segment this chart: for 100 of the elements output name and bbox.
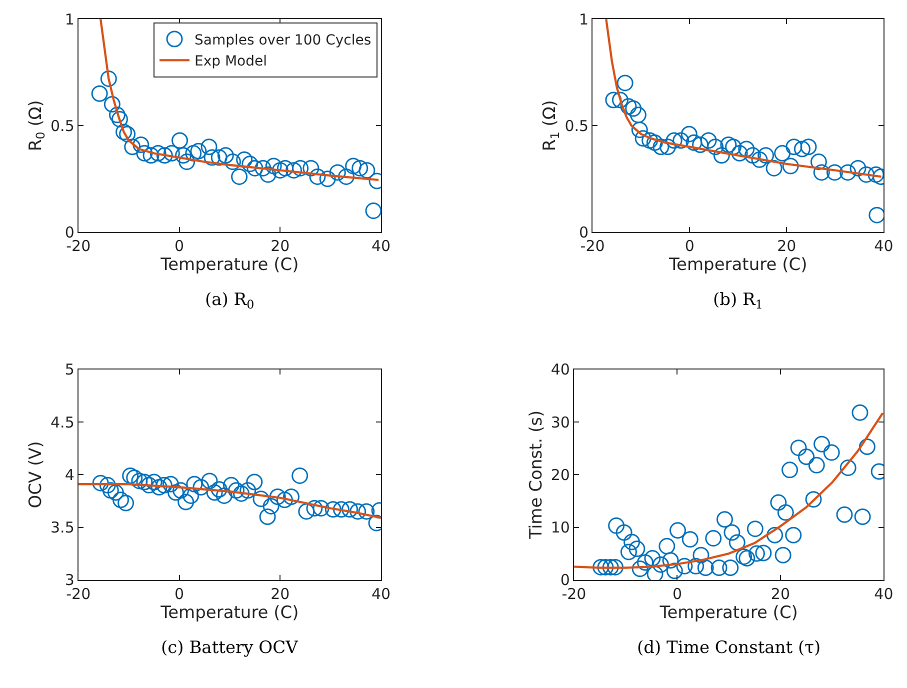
point — [272, 162, 288, 179]
point — [666, 562, 683, 580]
point — [854, 508, 871, 525]
point — [602, 558, 619, 576]
point — [231, 168, 248, 185]
point — [302, 160, 320, 176]
point — [210, 481, 228, 498]
point — [766, 526, 784, 544]
point — [774, 145, 791, 162]
point — [329, 164, 346, 181]
point — [132, 136, 150, 154]
point — [292, 160, 309, 176]
point — [813, 164, 830, 181]
point — [240, 482, 256, 499]
point — [644, 550, 661, 567]
point — [628, 540, 646, 558]
point — [246, 474, 263, 490]
x-axis-title: Temperature (C) — [160, 255, 299, 276]
point — [309, 168, 326, 185]
point — [646, 566, 664, 580]
point — [116, 124, 132, 140]
x-tick-label: 40 — [372, 584, 391, 603]
point — [163, 145, 180, 162]
point — [306, 500, 323, 517]
y-tick-label: 10 — [550, 518, 570, 536]
legend-label: Exp Model — [194, 54, 268, 70]
point — [192, 479, 210, 496]
point — [107, 484, 124, 501]
point — [332, 501, 350, 518]
point — [660, 138, 676, 156]
point — [766, 160, 782, 176]
point — [620, 98, 637, 115]
point — [777, 504, 794, 521]
point — [692, 136, 709, 154]
point — [142, 147, 160, 164]
point — [686, 134, 702, 151]
point — [707, 138, 724, 156]
point — [217, 147, 234, 164]
point — [758, 147, 774, 164]
point — [692, 546, 710, 564]
point — [794, 140, 810, 158]
point — [852, 404, 868, 421]
point — [242, 156, 258, 172]
point — [136, 474, 153, 490]
point — [99, 476, 116, 494]
point — [102, 482, 119, 499]
point — [150, 479, 168, 496]
point — [770, 494, 787, 511]
point — [632, 560, 648, 578]
point — [823, 444, 840, 461]
point — [216, 487, 232, 504]
point — [182, 487, 200, 504]
point — [670, 522, 686, 539]
point — [738, 140, 755, 158]
point — [858, 438, 876, 456]
point — [607, 558, 624, 576]
point — [259, 508, 276, 525]
point — [236, 151, 253, 168]
point — [744, 147, 761, 164]
point — [616, 524, 632, 541]
point — [150, 145, 166, 162]
point — [625, 100, 642, 117]
point — [190, 142, 207, 160]
point — [126, 470, 143, 486]
point — [755, 544, 772, 562]
point — [283, 488, 300, 505]
y-tick-label: 20 — [550, 466, 570, 484]
point — [697, 559, 714, 576]
point — [365, 202, 382, 220]
point — [324, 501, 342, 518]
point — [112, 492, 129, 508]
point — [658, 538, 676, 554]
legend-label: Samples over 100 Cycles — [194, 32, 372, 48]
point — [798, 448, 815, 466]
point — [786, 138, 802, 156]
x-tick-label: 20 — [270, 584, 290, 603]
point — [172, 482, 190, 499]
point — [172, 132, 188, 149]
point — [631, 122, 648, 138]
point — [746, 520, 764, 538]
x-tick-label: 20 — [777, 237, 796, 256]
point — [262, 498, 280, 514]
point — [608, 517, 625, 534]
point — [265, 158, 282, 174]
point — [700, 132, 717, 149]
point — [682, 531, 698, 548]
x-axis-title: Temperature (C) — [668, 255, 808, 276]
y-tick-label: 30 — [550, 413, 570, 432]
point — [136, 145, 153, 162]
point — [805, 491, 822, 508]
point — [713, 147, 730, 164]
point — [92, 474, 109, 492]
point — [156, 147, 173, 164]
text: (a) R$_{0}$ — [205, 290, 254, 312]
point — [826, 164, 843, 181]
point — [252, 490, 270, 508]
x-tick-label: 40 — [874, 584, 894, 603]
y-tick-label: 4.5 — [50, 413, 74, 432]
point — [840, 164, 856, 181]
x-tick-label: 40 — [372, 237, 391, 256]
